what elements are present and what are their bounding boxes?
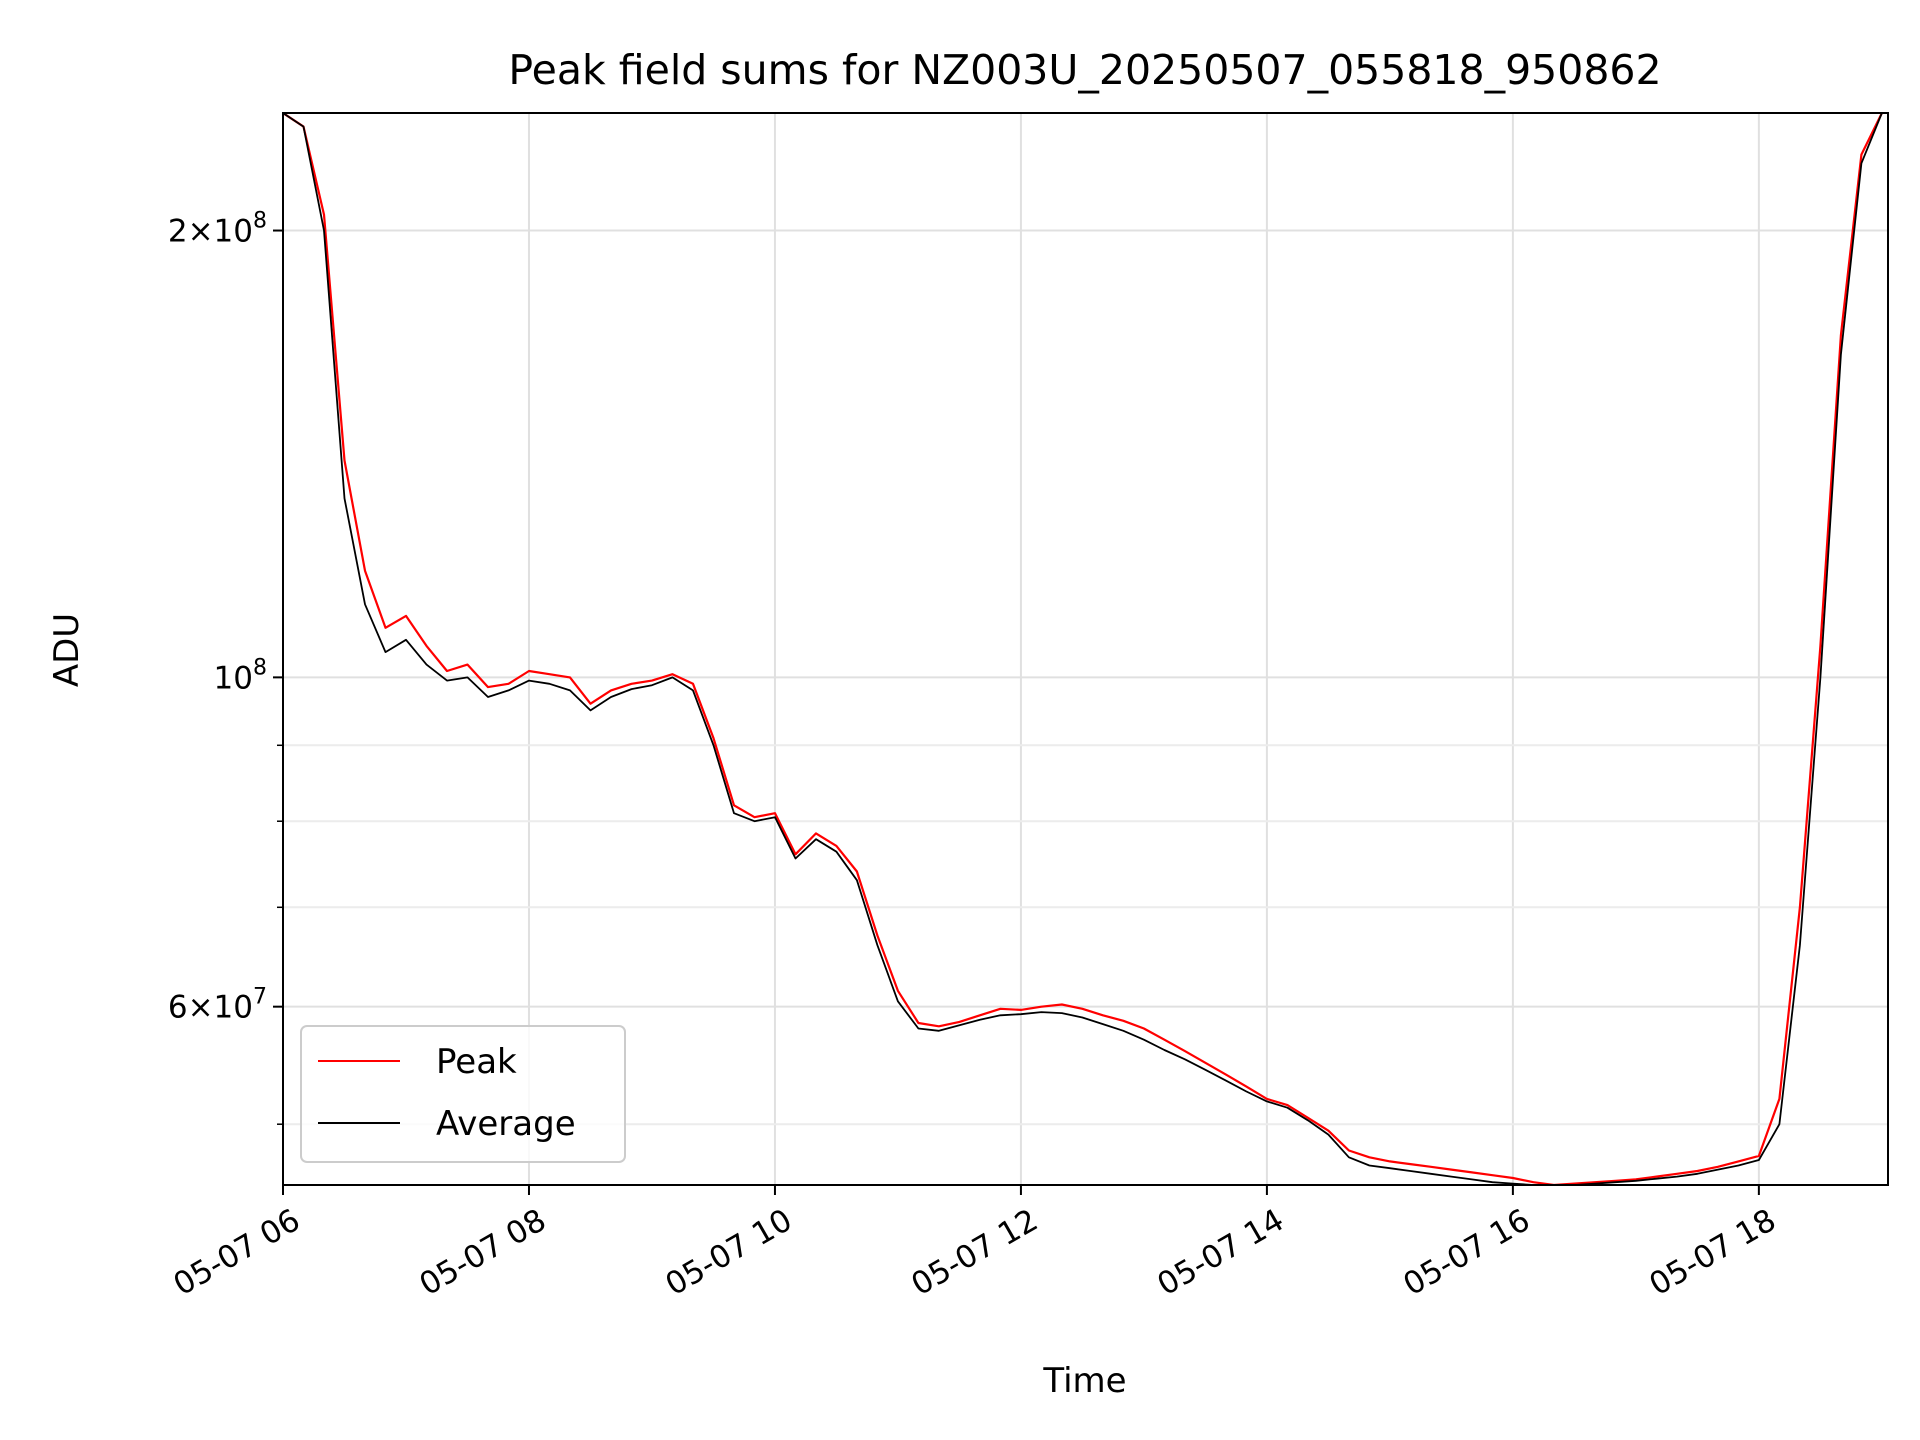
- x-axis-label: Time: [1042, 1361, 1126, 1401]
- legend-average-label: Average: [436, 1104, 576, 1144]
- legend-peak-label: Peak: [436, 1042, 517, 1082]
- legend: Peak Average: [300, 1025, 626, 1163]
- average-series-line: [283, 113, 1883, 1185]
- y-tick-label: 6×107: [168, 985, 267, 1026]
- peak-series-line: [283, 113, 1883, 1185]
- y-axis-label: ADU: [47, 613, 87, 687]
- series-group: [283, 113, 1883, 1185]
- chart-title: Peak field sums for NZ003U_20250507_0558…: [508, 46, 1661, 94]
- y-tick-label: 2×108: [168, 209, 267, 250]
- plot-frame: [282, 112, 1889, 1186]
- grid: [282, 113, 1888, 1185]
